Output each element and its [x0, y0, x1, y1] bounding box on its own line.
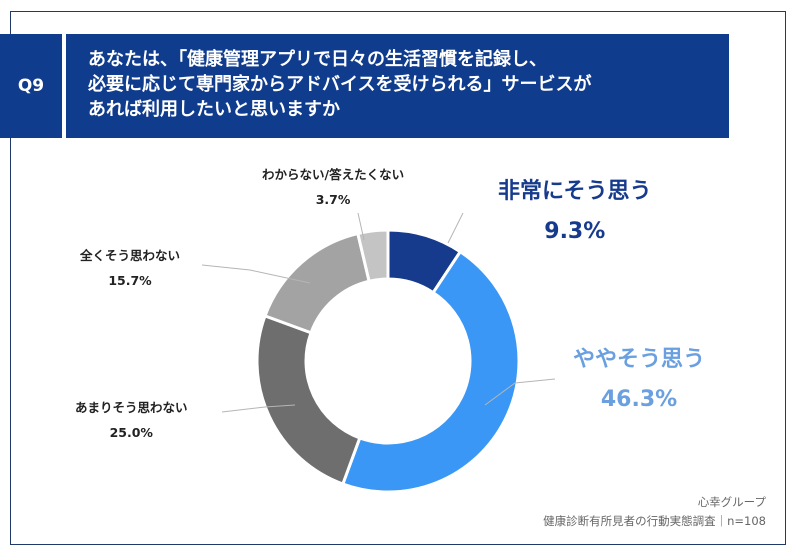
label-somewhat-disagree: あまりそう思わない 25.0% [75, 395, 188, 445]
question-line: 必要に応じて専門家からアドバイスを受けられる」サービスが [88, 74, 592, 95]
label-strongly-disagree-value: 15.7% [108, 273, 152, 288]
question-line: あなたは、「健康管理アプリで日々の生活習慣を記録し、 [88, 49, 547, 70]
label-dont-know-value: 3.7% [315, 192, 351, 207]
footer-survey: 健康診断有所見者の行動実態調査｜n=108 [543, 514, 766, 528]
label-somewhat-agree: ややそう思う 46.3% [573, 340, 705, 420]
label-dont-know-name: わからない/答えたくない [262, 167, 405, 182]
leader-dont-know [357, 212, 365, 241]
question-number: Q9 [17, 76, 45, 96]
leader-somewhat-agree [484, 378, 556, 406]
label-somewhat-agree-value: 46.3% [600, 387, 678, 412]
label-strongly-agree: 非常にそう思う 9.3% [498, 172, 652, 252]
slice-somewhat-disagree [255, 313, 362, 486]
label-strongly-agree-name: 非常にそう思う [498, 179, 652, 204]
question-number-badge: Q9 [0, 34, 62, 138]
question-title: あなたは、「健康管理アプリで日々の生活習慣を記録し、 必要に応じて専門家からアド… [66, 34, 729, 138]
label-somewhat-agree-name: ややそう思う [573, 347, 706, 372]
label-somewhat-disagree-name: あまりそう思わない [75, 400, 188, 415]
slice-dont-know [356, 228, 390, 284]
label-strongly-disagree-name: 全くそう思わない [80, 248, 181, 263]
label-strongly-agree-value: 9.3% [544, 219, 606, 244]
question-line: あれば利用したいと思いますか [88, 99, 340, 120]
label-dont-know: わからない/答えたくない 3.7% [262, 162, 404, 212]
leader-strongly-agree [447, 212, 464, 244]
slice-somewhat-agree [340, 249, 521, 494]
footer: 心幸グループ 健康診断有所見者の行動実態調査｜n=108 [543, 493, 766, 531]
slice-strongly-disagree [263, 231, 371, 335]
label-somewhat-disagree-value: 25.0% [109, 425, 153, 440]
leader-somewhat-disagree [221, 404, 296, 413]
label-strongly-disagree: 全くそう思わない 15.7% [80, 243, 180, 293]
footer-company: 心幸グループ [697, 495, 766, 509]
slide-frame [10, 11, 786, 545]
leader-strongly-disagree [201, 264, 311, 284]
